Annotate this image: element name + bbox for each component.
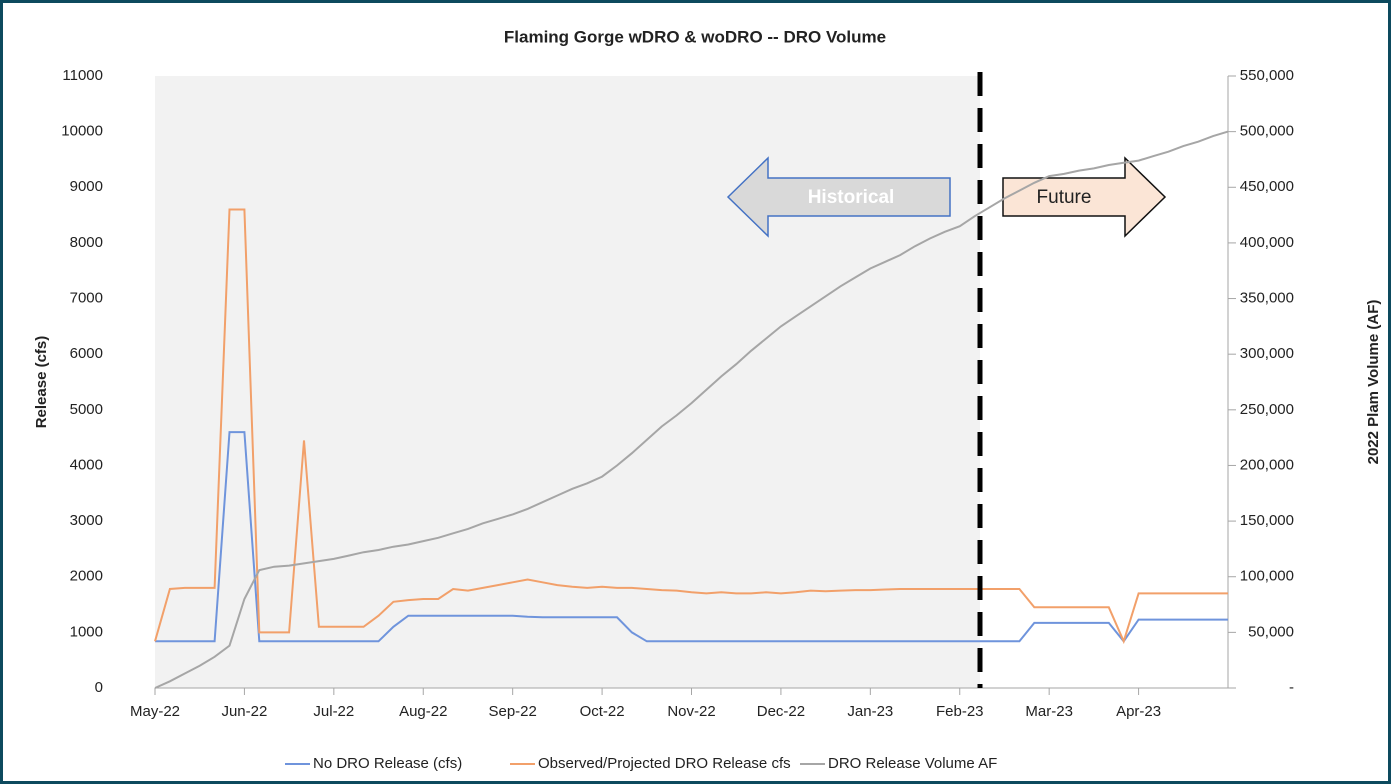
y-tick-label: 11000	[62, 67, 103, 84]
y-tick-label: 1000	[70, 623, 103, 640]
x-tick-label: Jul-22	[313, 703, 354, 720]
y2-tick-label: 350,000	[1240, 290, 1294, 307]
x-tick-label: Sep-22	[488, 703, 536, 720]
y-tick-label: 6000	[70, 345, 103, 362]
y2-tick-label: 550,000	[1240, 67, 1294, 84]
historical-shade	[155, 76, 980, 688]
chart-title: Flaming Gorge wDRO & woDRO -- DRO Volume	[504, 27, 886, 46]
y-tick-label: 5000	[70, 401, 103, 418]
y-tick-label: 8000	[70, 234, 103, 251]
legend-label: DRO Release Volume AF	[828, 755, 997, 772]
x-tick-label: Mar-23	[1025, 703, 1073, 720]
plot-area: 0 1000 2000 3000 4000 5000 6000 7000 8000 9000 100…	[61, 67, 1294, 720]
y2-tick-label: 400,000	[1240, 234, 1294, 251]
x-tick-label: May-22	[130, 703, 180, 720]
y2-tick-label: 150,000	[1240, 512, 1294, 529]
x-tick-label: Oct-22	[580, 703, 625, 720]
y2-tick-label: 500,000	[1240, 123, 1294, 140]
series-line	[154, 130, 1229, 689]
x-tick-label: Jun-22	[221, 703, 267, 720]
x-tick-label: Nov-22	[667, 703, 715, 720]
annotation: Historical	[808, 187, 895, 208]
y2-tick-label: 50,000	[1248, 623, 1294, 640]
y2-tick-label: 300,000	[1240, 345, 1294, 362]
y-tick-label: 3000	[70, 512, 103, 529]
y2-tick-label: 450,000	[1240, 178, 1294, 195]
y-tick-label: 10000	[61, 123, 103, 140]
y2-tick-label: 100,000	[1240, 568, 1294, 585]
y-tick-label: 7000	[70, 290, 103, 307]
x-tick-label: Aug-22	[399, 703, 447, 720]
x-tick-label: Dec-22	[757, 703, 805, 720]
y2-axis-label: 2022 Plam Volume (AF)	[1365, 300, 1382, 465]
x-tick-label: Jan-23	[847, 703, 893, 720]
y-tick-label: 2000	[70, 568, 103, 585]
series-line	[154, 208, 1228, 645]
legend-label: No DRO Release (cfs)	[313, 755, 462, 772]
future-arrow	[1002, 156, 1167, 238]
x-tick-label: Apr-23	[1116, 703, 1161, 720]
y2-tick-label: -	[1289, 679, 1294, 696]
series-line	[155, 431, 1228, 643]
y2-tick-label: 200,000	[1240, 456, 1294, 473]
historical-arrow	[726, 156, 951, 238]
y-tick-label: 9000	[70, 178, 103, 195]
annotation: Future	[1037, 187, 1092, 208]
y-tick-label: 4000	[70, 456, 103, 473]
y-axis-label: Release (cfs)	[33, 336, 50, 429]
x-tick-label: Feb-23	[936, 703, 984, 720]
y2-tick-label: 250,000	[1240, 401, 1294, 418]
legend-label: Observed/Projected DRO Release cfs	[538, 755, 791, 772]
y-tick-label: 0	[95, 679, 103, 696]
